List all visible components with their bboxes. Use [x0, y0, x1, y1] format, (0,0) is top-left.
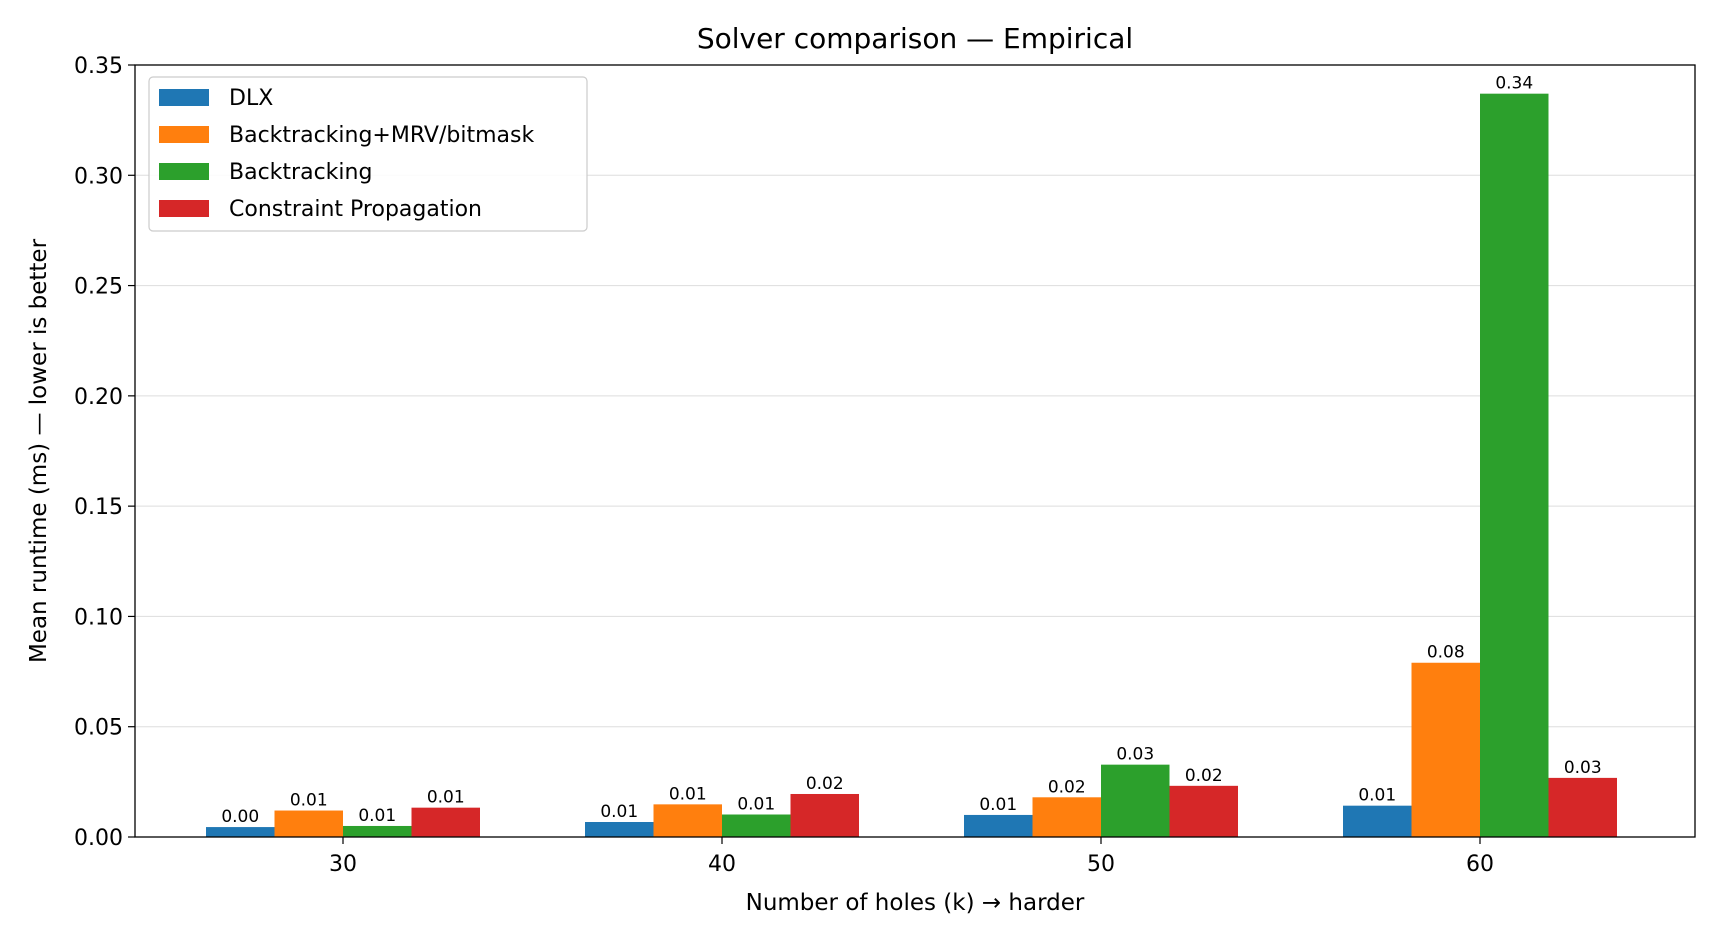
bar [343, 825, 412, 837]
x-axis: 30 40 50 60 [329, 837, 1494, 877]
y-tick-label: 0.15 [74, 495, 123, 520]
bar [1343, 805, 1412, 837]
bar [585, 822, 654, 837]
legend: DLX Backtracking+MRV/bitmask Backtracking C… [148, 76, 588, 232]
bar [964, 814, 1033, 837]
legend-swatch [159, 126, 209, 143]
bar-value-label: 0.03 [1116, 745, 1154, 765]
legend-swatch [159, 163, 209, 180]
bar [1101, 764, 1170, 837]
bar [1169, 785, 1238, 837]
x-tick-label: 50 [1087, 852, 1115, 877]
x-tick-label: 40 [708, 852, 736, 877]
y-axis-label: Mean runtime (ms) — lower is better [26, 238, 52, 663]
y-tick-label: 0.20 [74, 385, 123, 410]
bar-value-label: 0.03 [1564, 758, 1602, 778]
y-tick-label: 0.05 [74, 716, 123, 741]
y-tick-label: 0.10 [74, 605, 123, 630]
y-tick-label: 0.35 [74, 54, 123, 79]
chart-title: Solver comparison — Empirical [697, 22, 1133, 55]
bar-value-label: 0.02 [1185, 766, 1223, 786]
bar [411, 807, 480, 837]
bar [790, 793, 859, 837]
bar-value-label: 0.34 [1495, 74, 1533, 94]
legend-swatch [159, 200, 209, 217]
bar [1411, 662, 1480, 837]
data-labels: 0.00 0.01 0.01 0.01 0.01 0.01 0.01 0.02 0.01 0.02… [221, 74, 1601, 827]
bar [1032, 797, 1101, 837]
bar [274, 810, 343, 837]
bar-value-label: 0.01 [600, 802, 638, 822]
legend-entry-label: Constraint Propagation [229, 197, 482, 222]
bar [206, 827, 275, 837]
bar [1548, 777, 1617, 837]
bar-value-label: 0.01 [427, 788, 465, 808]
plot-area-frame [134, 64, 1696, 838]
bar-value-label: 0.00 [221, 807, 259, 827]
bar-value-label: 0.01 [669, 784, 707, 804]
bar-value-label: 0.02 [806, 774, 844, 794]
legend-entry-label: Backtracking+MRV/bitmask [229, 123, 534, 148]
legend-entry-label: Backtracking [229, 160, 372, 185]
y-tick-label: 0.00 [74, 826, 123, 851]
bar-value-label: 0.01 [290, 791, 328, 811]
x-axis-label: Number of holes (k) → harder [746, 890, 1085, 916]
y-axis: 0.00 0.05 0.10 0.15 0.20 0.25 0.30 0.35 [74, 54, 135, 851]
y-tick-label: 0.25 [74, 275, 123, 300]
bars [206, 93, 1617, 837]
bar [722, 814, 791, 837]
bar-value-label: 0.08 [1427, 643, 1465, 663]
x-tick-label: 60 [1466, 852, 1494, 877]
legend-swatch [159, 89, 209, 106]
bar-value-label: 0.01 [979, 795, 1017, 815]
bar-value-label: 0.01 [737, 795, 775, 815]
bar-value-label: 0.01 [358, 806, 396, 826]
bar-value-label: 0.01 [1358, 786, 1396, 806]
legend-box [148, 76, 588, 232]
y-tick-label: 0.30 [74, 164, 123, 189]
x-tick-label: 30 [329, 852, 357, 877]
bar [1480, 93, 1549, 837]
bar-value-label: 0.02 [1048, 777, 1086, 797]
legend-entry-label: DLX [229, 86, 273, 111]
bar [653, 804, 722, 837]
